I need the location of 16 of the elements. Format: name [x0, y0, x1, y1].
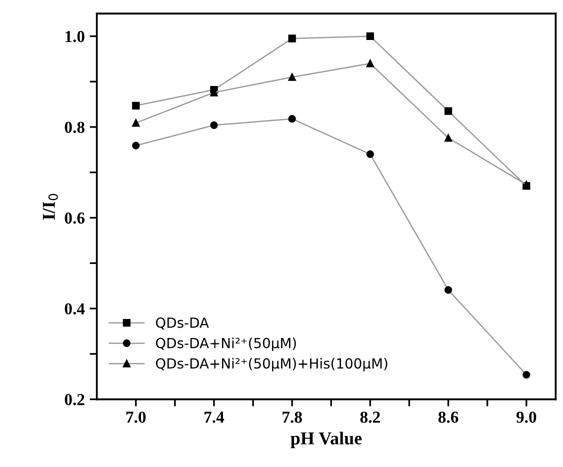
legend-label: QDs-DA+Ni²⁺(50μM)+His(100μM) — [156, 358, 388, 372]
y-axis-title: I/I$_{0}$ — [42, 194, 58, 220]
x-tick-label: 7.8 — [282, 412, 302, 423]
legend-label: QDs-DA — [156, 317, 209, 330]
x-axis-title: pH Value — [290, 432, 362, 448]
x-tick-label: 8.2 — [360, 412, 380, 423]
y-tick-label: 0.8 — [64, 122, 84, 134]
legend-label: QDs-DA+Ni²⁺(50μM) — [156, 338, 296, 351]
y-tick-label: 0.2 — [64, 394, 84, 406]
x-tick-label: 8.6 — [438, 412, 458, 423]
x-tick-label: 7.0 — [126, 412, 146, 423]
x-tick-label: 7.4 — [204, 412, 224, 423]
x-tick-label: 9.0 — [516, 412, 536, 423]
y-tick-label: 1.0 — [66, 30, 84, 42]
y-tick-label: 0.6 — [64, 212, 85, 224]
y-tick-label: 0.4 — [64, 303, 85, 315]
